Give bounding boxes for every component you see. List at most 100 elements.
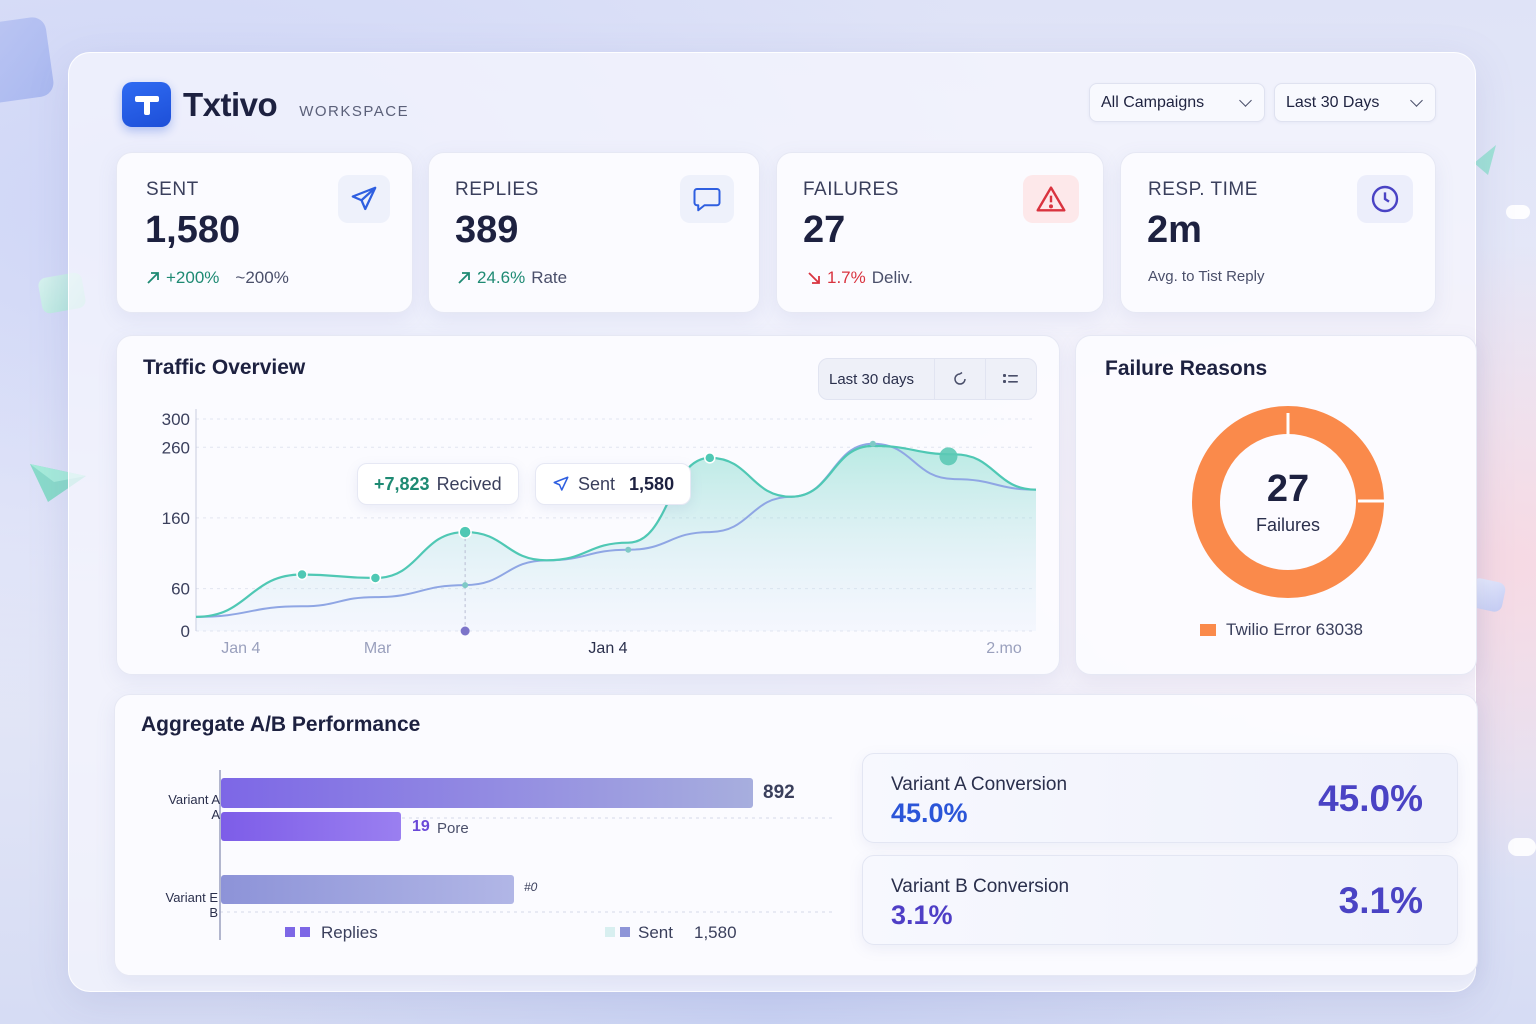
variant-b-axis-label: Variant E B <box>140 890 218 920</box>
kpi-value: 1,580 <box>145 209 241 251</box>
legend-swatch <box>1200 624 1216 636</box>
kpi-rate-value: 24.6% <box>477 268 526 287</box>
ab-performance-title: Aggregate A/B Performance <box>141 713 421 736</box>
traffic-line-chart: 300 260 160 60 0 Jan 4 Mar Jan 4 2.mo <box>162 409 1037 657</box>
legend-replies: Replies <box>321 923 378 942</box>
sent-chip-value: 1,580 <box>629 473 675 494</box>
warning-icon <box>1023 175 1079 223</box>
data-point-received <box>369 572 382 584</box>
bar-variant-a-sent <box>221 778 753 808</box>
kpi-value: 27 <box>803 209 846 251</box>
legend-sent-value: 1,580 <box>694 923 737 942</box>
data-point-sent <box>462 582 469 589</box>
kpi-card-response-time: RESP. TIME 2m Avg. to Tist Reply <box>1120 152 1436 313</box>
chevron-down-icon <box>1239 93 1252 107</box>
y-tick-label: 260 <box>162 438 190 457</box>
bar-variant-a-replies <box>221 812 401 841</box>
conversion-value: 45.0% <box>891 798 968 828</box>
send-icon <box>338 175 390 223</box>
data-point-received <box>458 525 472 539</box>
kpi-card-failures: FAILURES 27 1.7% Deliv. <box>776 152 1104 313</box>
bar-b-label: #0 <box>524 880 538 894</box>
sent-chip-label: Sent <box>578 473 616 494</box>
clock-icon <box>1357 175 1413 223</box>
x-tick-label: Jan 4 <box>221 640 260 657</box>
kpi-rate: 1.7% Deliv. <box>807 268 913 288</box>
traffic-range-button[interactable]: Last 30 days <box>829 370 915 388</box>
data-point-highlight <box>939 447 958 466</box>
refresh-icon[interactable] <box>934 358 985 400</box>
variant-b-label-line2: B <box>209 905 218 920</box>
variant-b-conversion-card: Variant B Conversion 3.1% 3.1% <box>862 855 1458 945</box>
y-tick-label: 160 <box>162 509 190 528</box>
received-area <box>196 445 1036 631</box>
kpi-delta-secondary: ~200% <box>235 268 289 287</box>
y-tick-label: 0 <box>181 622 190 641</box>
kpi-rate-value: 1.7% <box>827 268 866 287</box>
kpi-rate-label: Rate <box>531 268 568 287</box>
kpi-card-replies: REPLIES 389 24.6% Rate <box>428 152 760 313</box>
chevron-down-icon <box>1410 93 1423 107</box>
conversion-title: Variant B Conversion <box>891 876 1070 897</box>
kpi-label: FAILURES <box>803 179 899 200</box>
kpi-label: RESP. TIME <box>1148 179 1258 200</box>
received-chip-value: +7,823 <box>374 473 430 494</box>
x-tick-label: 2.mo <box>986 640 1022 657</box>
failure-reasons-title: Failure Reasons <box>1105 357 1268 380</box>
conversion-big-value: 3.1% <box>1338 880 1423 921</box>
series-line-received <box>195 444 1037 618</box>
kpi-delta-value: +200% <box>166 268 220 287</box>
x-tick-label: Jan 4 <box>588 640 627 657</box>
bar-a-replies-value: 19 <box>412 818 430 835</box>
data-point-received <box>704 452 716 464</box>
kpi-rate: 24.6% Rate <box>457 268 567 288</box>
kpi-label: REPLIES <box>455 179 539 200</box>
donut-center-label: Failures <box>1255 515 1321 535</box>
campaign-select[interactable]: All Campaigns <box>1089 83 1265 122</box>
failure-reasons-panel <box>1075 335 1477 675</box>
data-point-sent <box>869 440 876 447</box>
trend-up-icon <box>458 272 470 284</box>
variant-b-label-line1: Variant E <box>165 890 218 905</box>
send-icon <box>553 476 569 491</box>
bar-a-replies-label: Pore <box>437 820 469 837</box>
trend-up-icon <box>147 272 159 284</box>
conversion-big-value: 45.0% <box>1318 778 1423 819</box>
variant-a-label-line2: A <box>211 807 220 822</box>
ab-bar-chart <box>219 770 834 940</box>
crosshair-marker <box>460 626 470 636</box>
x-tick-label: Mar <box>364 640 392 657</box>
campaign-select-value: All Campaigns <box>1101 93 1205 111</box>
conversion-value: 3.1% <box>891 900 953 930</box>
conversion-title: Variant A Conversion <box>891 774 1068 795</box>
kpi-rate-label: Deliv. <box>871 268 913 287</box>
data-point-received <box>296 568 308 581</box>
background-pill <box>1506 205 1530 219</box>
background-pill <box>1508 838 1536 856</box>
brand: Txtivo WORKSPACE <box>122 82 409 127</box>
received-chip-label: Recived <box>436 473 502 494</box>
variant-a-conversion-card: Variant A Conversion 45.0% 45.0% <box>862 753 1458 843</box>
variant-a-axis-label: Variant A A <box>140 792 220 822</box>
kpi-value: 2m <box>1147 209 1202 251</box>
sent-chip: Sent 1,580 <box>535 463 692 505</box>
kpi-card-sent: SENT 1,580 +200% ~200% <box>116 152 413 313</box>
background-tile <box>0 15 56 105</box>
trend-down-icon <box>808 272 820 284</box>
received-chip: +7,823 Recived <box>357 463 519 505</box>
kpi-sub: Avg. to Tist Reply <box>1148 268 1264 285</box>
failure-donut-chart <box>1192 406 1384 598</box>
list-options-icon[interactable] <box>985 358 1036 400</box>
date-range-select[interactable]: Last 30 Days <box>1274 83 1436 122</box>
app-name: Txtivo <box>183 85 278 123</box>
kpi-value: 389 <box>455 209 519 251</box>
workspace-label: WORKSPACE <box>299 103 410 120</box>
bar-variant-b-sent <box>221 875 514 904</box>
kpi-sub-text: Avg. to Tist Reply <box>1148 268 1265 285</box>
y-tick-label: 300 <box>162 410 190 429</box>
legend-label: Twilio Error 63038 <box>1226 620 1364 639</box>
kpi-label: SENT <box>146 179 199 200</box>
date-range-select-value: Last 30 Days <box>1286 93 1380 111</box>
traffic-controls: Last 30 days <box>818 358 1037 400</box>
chat-bubble-icon <box>680 175 734 223</box>
